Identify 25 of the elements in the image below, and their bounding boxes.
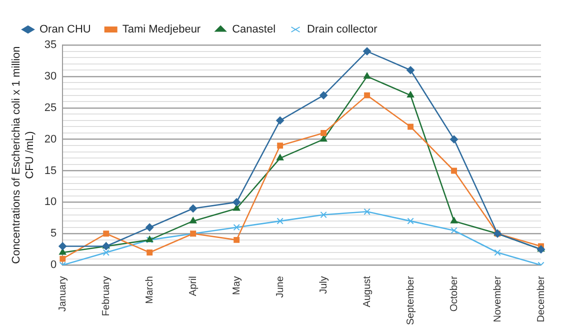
- y-tick-label: 20: [44, 133, 57, 146]
- y-tick-label: 5: [50, 228, 57, 240]
- y-tick-label: 10: [44, 196, 57, 208]
- x-tick-label: October: [448, 275, 460, 312]
- y-tick-label: 35: [44, 39, 57, 52]
- y-tick-label: 30: [44, 70, 57, 82]
- y-tick-label: 15: [44, 164, 57, 177]
- x-tick-label: June: [274, 276, 286, 298]
- legend-label: Canastel: [232, 24, 276, 36]
- y-tick-label: 0: [50, 259, 57, 272]
- x-tick-label: January: [57, 276, 68, 312]
- x-tick-label: May: [231, 276, 242, 295]
- y-axis-title: Concentrations of Escherichia coli x 1 million CFU /mL): [10, 46, 36, 264]
- x-tick-label: February: [100, 276, 112, 316]
- x-tick-label: August: [362, 276, 373, 308]
- x-tick-label: September: [405, 275, 416, 326]
- legend-label: Oran CHU: [40, 24, 91, 36]
- x-tick-label: March: [144, 276, 156, 304]
- legend-label: Tami Medjebeur: [122, 24, 201, 36]
- x-tick-label: April: [188, 276, 199, 296]
- x-tick-label: December: [536, 275, 547, 322]
- x-tick-label: July: [318, 276, 330, 294]
- legend-label: Drain collector: [307, 24, 378, 36]
- y-tick-label: 25: [44, 102, 57, 114]
- x-tick-label: November: [492, 275, 504, 322]
